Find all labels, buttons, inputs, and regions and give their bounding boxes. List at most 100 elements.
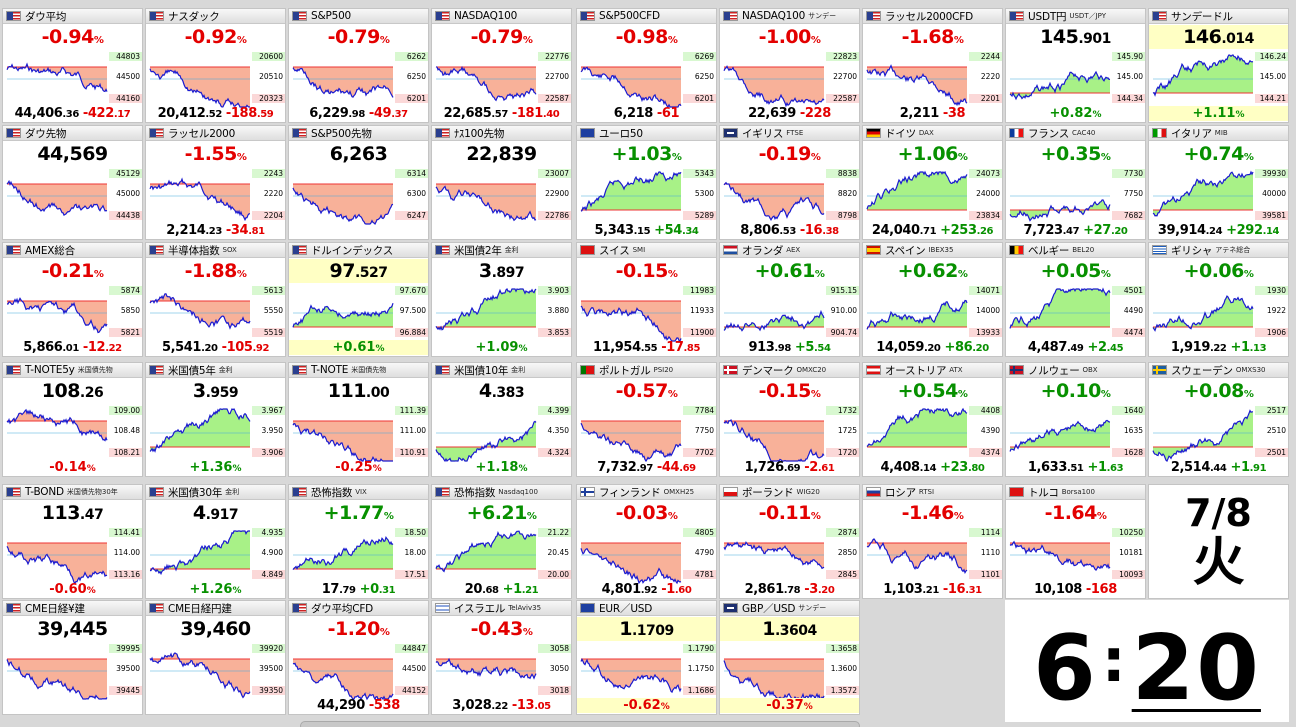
last-price-decimals: .22 [491,701,508,712]
ticker-tile[interactable]: T-NOTE5y 米国債先物 108.26 109.00 108.48 108.21 -0.… [2,362,143,477]
ticker-tile[interactable]: 米国債5年 金利 3.959 3.967 3.950 3.906 +1.36% [145,362,286,477]
axis-label-bg [826,52,859,61]
net-change-int: -17 [661,340,684,355]
net-change-decimals: .20 [817,585,835,596]
ticker-tile[interactable]: デンマーク OMXC20 -0.15% 1732 1725 1720 1,726.69 -2.… [719,362,860,477]
flag-us-icon [435,245,450,255]
ticker-subname: PSI20 [653,366,674,374]
last-price: 2,514 [1170,460,1211,475]
ticker-tile[interactable]: AMEX総合 -0.21% 5874 5850 5821 5,866.01 -12.22 [2,242,143,357]
change-percent: +1.18 [475,460,519,475]
ticker-tile[interactable]: ノルウェー OBX +0.10% 1640 1635 1628 1,633.51 +1.63 [1005,362,1146,477]
headline-value: +0.35% [1006,142,1145,166]
ticker-tile[interactable]: ポルトガル PSI20 -0.57% 7784 7750 7702 7,732.97 -44.… [576,362,717,477]
change-percent: +0.05 [1040,260,1102,282]
ticker-tile[interactable]: ポーランド WIG20 -0.11% 2874 2850 2845 2,861.78 -3.2… [719,484,860,599]
ticker-tile[interactable]: 米国債30年 金利 4.917 4.935 4.900 4.849 +1.26% [145,484,286,599]
ticker-tile[interactable]: オーストリア ATX +0.54% 4408 4390 4374 4,408.14 +23.8… [862,362,1003,477]
price-line [1009,540,1111,572]
percent-footer: +0.61% [289,340,428,355]
ticker-tile[interactable]: ドルインデックス 97.527 97.670 97.500 96.884 +0.61% [288,242,429,357]
ticker-tile[interactable]: T-NOTE 米国債先物 111.00 111.39 111.00 110.91 -0.25… [288,362,429,477]
ticker-tile[interactable]: 半導体指数 SOX -1.88% 5613 5550 5519 5,541.20 -105.9… [145,242,286,357]
percent-sign: % [957,152,968,163]
ticker-tile[interactable]: 米国債10年 金利 4.383 4.399 4.350 4.324 +1.18% [431,362,572,477]
ticker-subname: 米国債先物 [77,366,113,374]
ticker-tile[interactable]: CME日経円建 39,460 39920 39500 39350 [145,600,286,715]
ticker-tile[interactable]: サンデードル 146.014 146.24 145.00 144.21 +1.11% [1148,8,1289,123]
axis-label-bg [826,189,859,198]
last-price: 3,028 [452,698,492,713]
axis-label: 4.350 [548,426,570,435]
net-change-int: -181 [511,106,543,121]
net-change-int: +253 [940,223,977,238]
net-change: -17.85 [661,340,700,355]
ticker-tile[interactable]: S&P500 -0.79% 6262 6250 6201 6,229.98 -49.37 [288,8,429,123]
ticker-tile[interactable]: スウェーデン OMXS30 +0.08% 2517 2510 2501 2,514.44 +1… [1148,362,1289,477]
tile-header: 米国債5年 金利 [146,363,285,378]
ticker-tile[interactable]: トルコ Borsa100 -1.64% 10250 10181 10093 10,108 -1… [1005,484,1146,599]
ticker-tile[interactable]: ラッセル2000CFD -1.68% 2244 2220 2201 2,211 -38 [862,8,1003,123]
percent-sign: % [953,35,964,46]
price-line [866,299,968,330]
ticker-tile[interactable]: CME日経¥建 39,445 39995 39500 39445 [2,600,143,715]
percent-sign: % [93,35,104,46]
headline-value: 22,839 [432,142,571,166]
ticker-tile[interactable]: ユーロ50 +1.03% 5343 5300 5289 5,343.15 +54.34 [576,125,717,240]
ticker-tile[interactable]: 恐怖指数 VIX +1.77% 18.50 18.00 17.51 17.79 +0.31 [288,484,429,599]
ticker-tile[interactable]: ダウ平均CFD -1.20% 44847 44500 44152 44,290 -538 [288,600,429,715]
ticker-tile[interactable]: イギリス FTSE -0.19% 8838 8820 8798 8,806.53 -16.38 [719,125,860,240]
ticker-tile[interactable]: NASDAQ100 サンデー -1.00% 22823 22700 22587 22,639… [719,8,860,123]
ticker-tile[interactable]: ギリシャ アテネ総合 +0.06% 1930 1922 1906 1,919.22 +1.13 [1148,242,1289,357]
ticker-tile[interactable]: ﾅｽ100先物 22,839 23007 22900 22786 [431,125,572,240]
ticker-tile[interactable]: ナスダック -0.92% 20600 20510 20323 20,412.52 -188.… [145,8,286,123]
net-change-int: -44 [656,460,680,475]
ticker-tile[interactable]: 米国債2年 金利 3.897 3.903 3.880 3.853 +1.09% [431,242,572,357]
price-footer: 24,040.71 +253.26 [863,223,1002,238]
ticker-tile[interactable]: イスラエル TelAviv35 -0.43% 3058 3050 3018 3,028.22… [431,600,572,715]
ticker-tile[interactable]: S&P500CFD -0.98% 6269 6250 6201 6,218 -61 [576,8,717,123]
flag-us-icon [580,11,595,21]
ticker-tile[interactable]: ベルギー BEL20 +0.05% 4501 4490 4474 4,487.49 +2.45 [1005,242,1146,357]
axis-label-bg [109,548,142,557]
headline-value: -0.57% [577,379,716,403]
price-line [292,303,394,328]
tile-header: フランス CAC40 [1006,126,1145,141]
ticker-tile[interactable]: フィンランド OMXH25 -0.03% 4805 4790 4781 4,801.92 -1… [576,484,717,599]
ticker-name: ポーランド [742,486,794,499]
axis-label-bg [969,570,1002,579]
net-change: -1.60 [661,582,692,597]
percent-sign: % [1100,152,1111,163]
ticker-tile[interactable]: オランダ AEX +0.61% 915.15 910.00 904.74 913.98 +5.… [719,242,860,357]
last-price: 146 [1183,26,1222,48]
ticker-subname: CAC40 [1072,129,1096,137]
ticker-tile[interactable]: USDT円 USDT／JPY 145.901 145.90 145.00 144.34 +0… [1005,8,1146,123]
ticker-tile[interactable]: スイス SMI -0.15% 11983 11933 11900 11,954.55 -17.… [576,242,717,357]
ticker-tile[interactable]: ドイツ DAX +1.06% 24073 24000 23834 24,040.71 +253… [862,125,1003,240]
change-percent: -0.94 [41,26,95,48]
net-change-decimals: .91 [1249,463,1267,474]
ticker-tile[interactable]: GBP／USD サンデー 1.3604 1.3658 1.3600 1.3572 -0.37… [719,600,860,715]
axis-label-bg [538,426,571,435]
ticker-tile[interactable]: ダウ先物 44,569 45129 45000 44438 [2,125,143,240]
axis-label: 1906 [1267,328,1286,337]
sparkline-chart: 4805 4790 4781 [580,528,716,585]
axis-label: 3.903 [548,286,570,295]
ticker-tile[interactable]: ダウ平均 -0.94% 44803 44500 44160 44,406.36 -422.1… [2,8,143,123]
ticker-tile[interactable]: フランス CAC40 +0.35% 7730 7750 7682 7,723.47 +27.2… [1005,125,1146,240]
ticker-name: ノルウェー [1028,364,1080,377]
ticker-tile[interactable]: T-BOND 米国債先物30年 113.47 114.41 114.00 113.16 -0… [2,484,143,599]
price-footer: 6,218 -61 [577,106,716,121]
ticker-tile[interactable]: 恐怖指数 Nasdaq100 +6.21% 21.22 20.45 20.00 20.68 +… [431,484,572,599]
ticker-tile[interactable]: スペイン IBEX35 +0.62% 14071 14000 13933 14,059.20… [862,242,1003,357]
sparkline-chart: 6314 6300 6247 [292,169,428,226]
ticker-tile[interactable]: ラッセル2000 -1.55% 2243 2220 2204 2,214.23 -34.81 [145,125,286,240]
ticker-tile[interactable]: ロシア RTSI -1.46% 1114 1110 1101 1,103.21 -16.31 [862,484,1003,599]
horizontal-scrollbar[interactable] [300,721,860,727]
ticker-tile[interactable]: イタリア MIB +0.74% 39930 40000 39581 39,914.24 +29… [1148,125,1289,240]
axis-label-bg [969,189,1002,198]
date-panel: 7/8 火 [1148,484,1289,599]
ticker-tile[interactable]: EUR／USD 1.1709 1.1790 1.1750 1.1686 -0.62% [576,600,717,715]
ticker-tile[interactable]: NASDAQ100 -0.79% 22776 22700 22587 22,685.57-… [431,8,572,123]
ticker-tile[interactable]: S&P500先物 6,263 6314 6300 6247 [288,125,429,240]
